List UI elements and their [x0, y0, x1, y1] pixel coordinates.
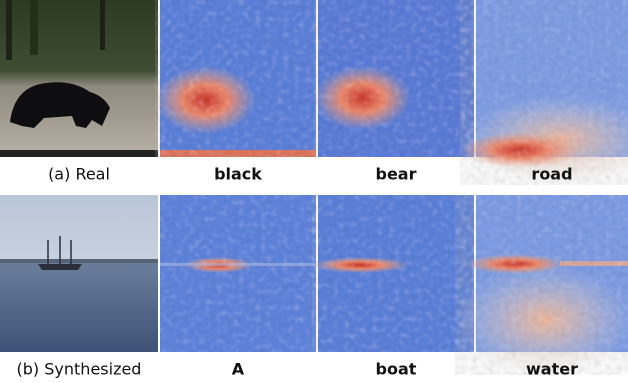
caption: (b) Synthesized [17, 360, 142, 379]
heatmap-water [455, 195, 628, 375]
word-label: water [526, 360, 578, 379]
word-label: boat [376, 360, 417, 379]
heatmap-road [460, 0, 628, 185]
photo-real [0, 0, 158, 157]
heatmap-black [155, 0, 316, 157]
figure: (a) Real black bear road (b) Synthesized… [0, 0, 628, 383]
page: (a) Real black bear road (b) Synthesized… [0, 0, 628, 383]
word-label: black [214, 165, 262, 184]
caption: (a) Real [48, 165, 110, 184]
word-label: A [232, 360, 245, 379]
photo-synthesized [0, 195, 158, 352]
heatmap-bear [314, 0, 474, 157]
heatmap-a [160, 195, 316, 352]
word-label: bear [376, 165, 417, 184]
word-label: road [531, 165, 572, 184]
heatmap-boat [312, 195, 474, 352]
